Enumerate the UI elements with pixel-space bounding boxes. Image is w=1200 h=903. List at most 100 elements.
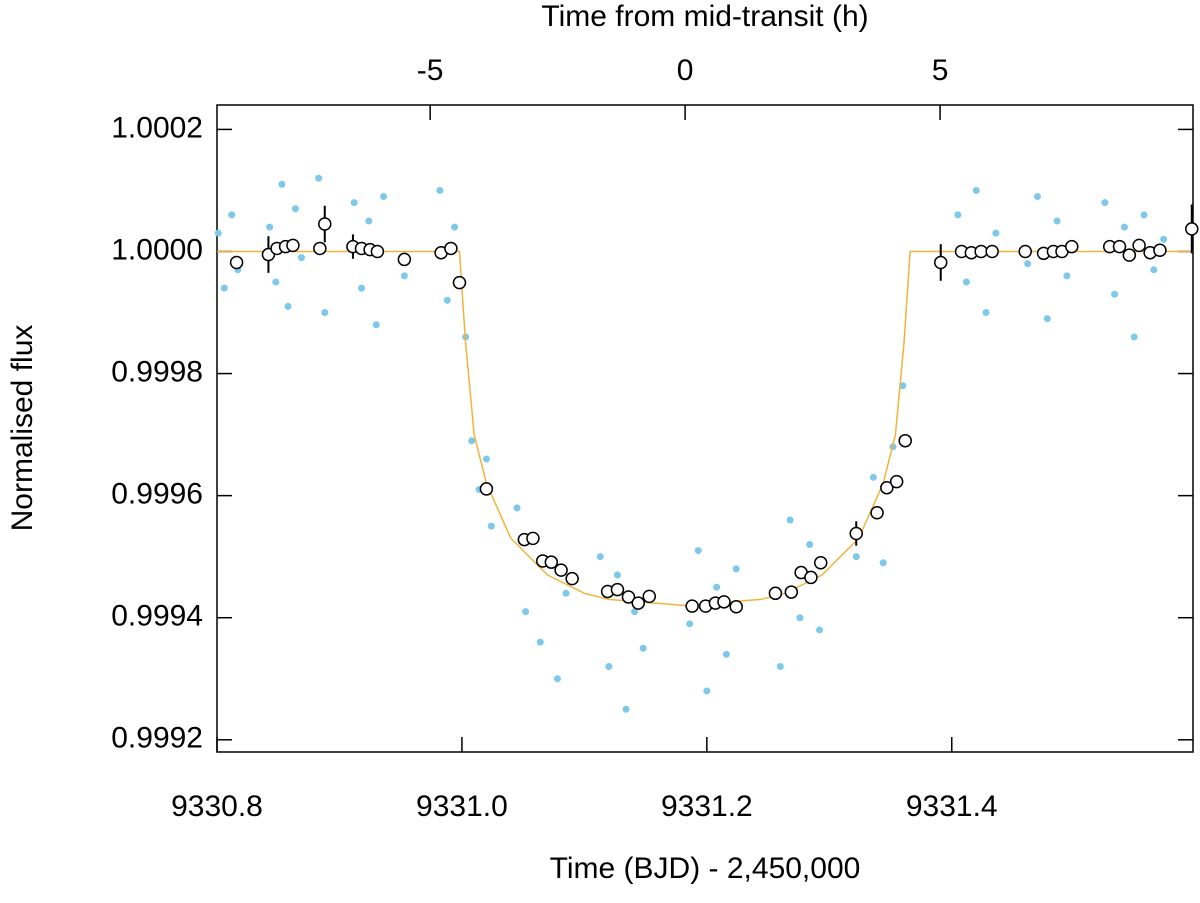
raw-point <box>722 650 730 658</box>
raw-point <box>266 223 274 231</box>
raw-point <box>732 565 740 573</box>
raw-point <box>400 272 408 280</box>
y-tick-label: 0.9992 <box>111 722 203 755</box>
y-tick-label: 0.9998 <box>111 355 203 388</box>
raw-point <box>1053 217 1061 225</box>
binned-point <box>729 599 743 614</box>
raw-point <box>297 254 305 262</box>
binned-point <box>479 482 494 496</box>
binned-point <box>985 244 999 259</box>
raw-point <box>358 284 366 292</box>
raw-point <box>694 547 702 555</box>
raw-point <box>639 644 647 652</box>
raw-point <box>1160 235 1168 243</box>
binned-point <box>804 570 818 585</box>
binned-point <box>1112 239 1127 254</box>
raw-point <box>513 504 521 512</box>
raw-point <box>284 302 292 310</box>
raw-point <box>806 540 814 548</box>
binned-point <box>397 252 412 267</box>
binned-point <box>526 531 540 546</box>
raw-point <box>622 705 630 713</box>
raw-point <box>1033 193 1041 201</box>
raw-point <box>631 608 639 616</box>
x-tick-label: 9331.0 <box>416 790 508 823</box>
raw-point <box>1111 290 1119 298</box>
binned-point <box>974 244 988 259</box>
x-tick-label: 9331.2 <box>661 790 753 823</box>
y-tick-label: 0.9996 <box>111 478 203 511</box>
raw-point <box>291 205 299 213</box>
binned-point <box>898 433 912 448</box>
binned-point <box>452 275 467 290</box>
binned-point <box>768 586 783 601</box>
binned-point <box>870 505 884 520</box>
raw-point <box>372 321 380 329</box>
x-tick-label: 9331.4 <box>906 790 998 823</box>
raw-point <box>315 174 323 182</box>
raw-point <box>613 571 621 579</box>
raw-point <box>605 663 613 671</box>
raw-point <box>852 553 860 561</box>
x2-axis-title: Time from mid-transit (h) <box>541 0 868 33</box>
binned-point <box>1018 244 1032 259</box>
raw-point <box>1101 199 1109 207</box>
binned-point <box>784 585 799 599</box>
binned-point <box>880 480 894 495</box>
raw-point <box>796 614 804 622</box>
binned-point <box>631 596 646 610</box>
binned-point <box>610 582 625 597</box>
raw-point <box>278 180 286 188</box>
binned-point <box>933 255 948 270</box>
raw-point <box>815 626 823 634</box>
binned-point <box>286 238 300 253</box>
raw-point <box>982 309 990 317</box>
raw-point <box>703 687 711 695</box>
x-tick-label: 9330.8 <box>171 790 263 823</box>
binned-point <box>554 563 568 577</box>
raw-point <box>1063 272 1071 280</box>
raw-point <box>536 638 544 646</box>
binned-point <box>444 241 458 256</box>
binned-point <box>313 241 327 256</box>
raw-point <box>686 620 694 628</box>
binned-point <box>370 244 385 259</box>
binned-point <box>1153 243 1167 258</box>
raw-point <box>1140 211 1148 219</box>
raw-point <box>553 675 561 683</box>
raw-point <box>220 284 228 292</box>
y-tick-label: 0.9994 <box>111 600 203 633</box>
raw-point <box>380 193 388 201</box>
binned-point <box>1065 239 1079 254</box>
raw-point <box>482 455 490 463</box>
raw-point <box>228 211 236 219</box>
raw-point <box>272 278 280 286</box>
model-line <box>217 250 1193 607</box>
raw-point <box>869 473 877 481</box>
raw-point <box>487 522 495 530</box>
binned-point <box>1132 238 1146 253</box>
plot-frame <box>216 104 1194 753</box>
binned-point <box>318 217 332 231</box>
raw-point <box>972 186 980 194</box>
binned-point <box>229 255 244 270</box>
raw-point <box>468 437 476 445</box>
binned-point <box>1185 222 1199 236</box>
raw-point <box>899 382 907 390</box>
binned-point <box>544 555 559 569</box>
x2-tick-label: -5 <box>417 54 444 87</box>
y-axis-title: Normalised flux <box>6 325 39 532</box>
raw-point <box>321 309 329 317</box>
binned-point <box>565 571 579 586</box>
raw-point <box>451 223 459 231</box>
y-tick-label: 1.0002 <box>111 111 203 144</box>
binned-point <box>849 526 863 541</box>
binned-point <box>621 590 636 604</box>
binned-point <box>685 599 699 613</box>
plot-area <box>214 174 1199 713</box>
binned-point <box>813 556 828 570</box>
raw-point <box>443 296 451 304</box>
raw-point <box>962 278 970 286</box>
binned-point <box>889 474 904 489</box>
x2-tick-label: 5 <box>932 54 949 87</box>
